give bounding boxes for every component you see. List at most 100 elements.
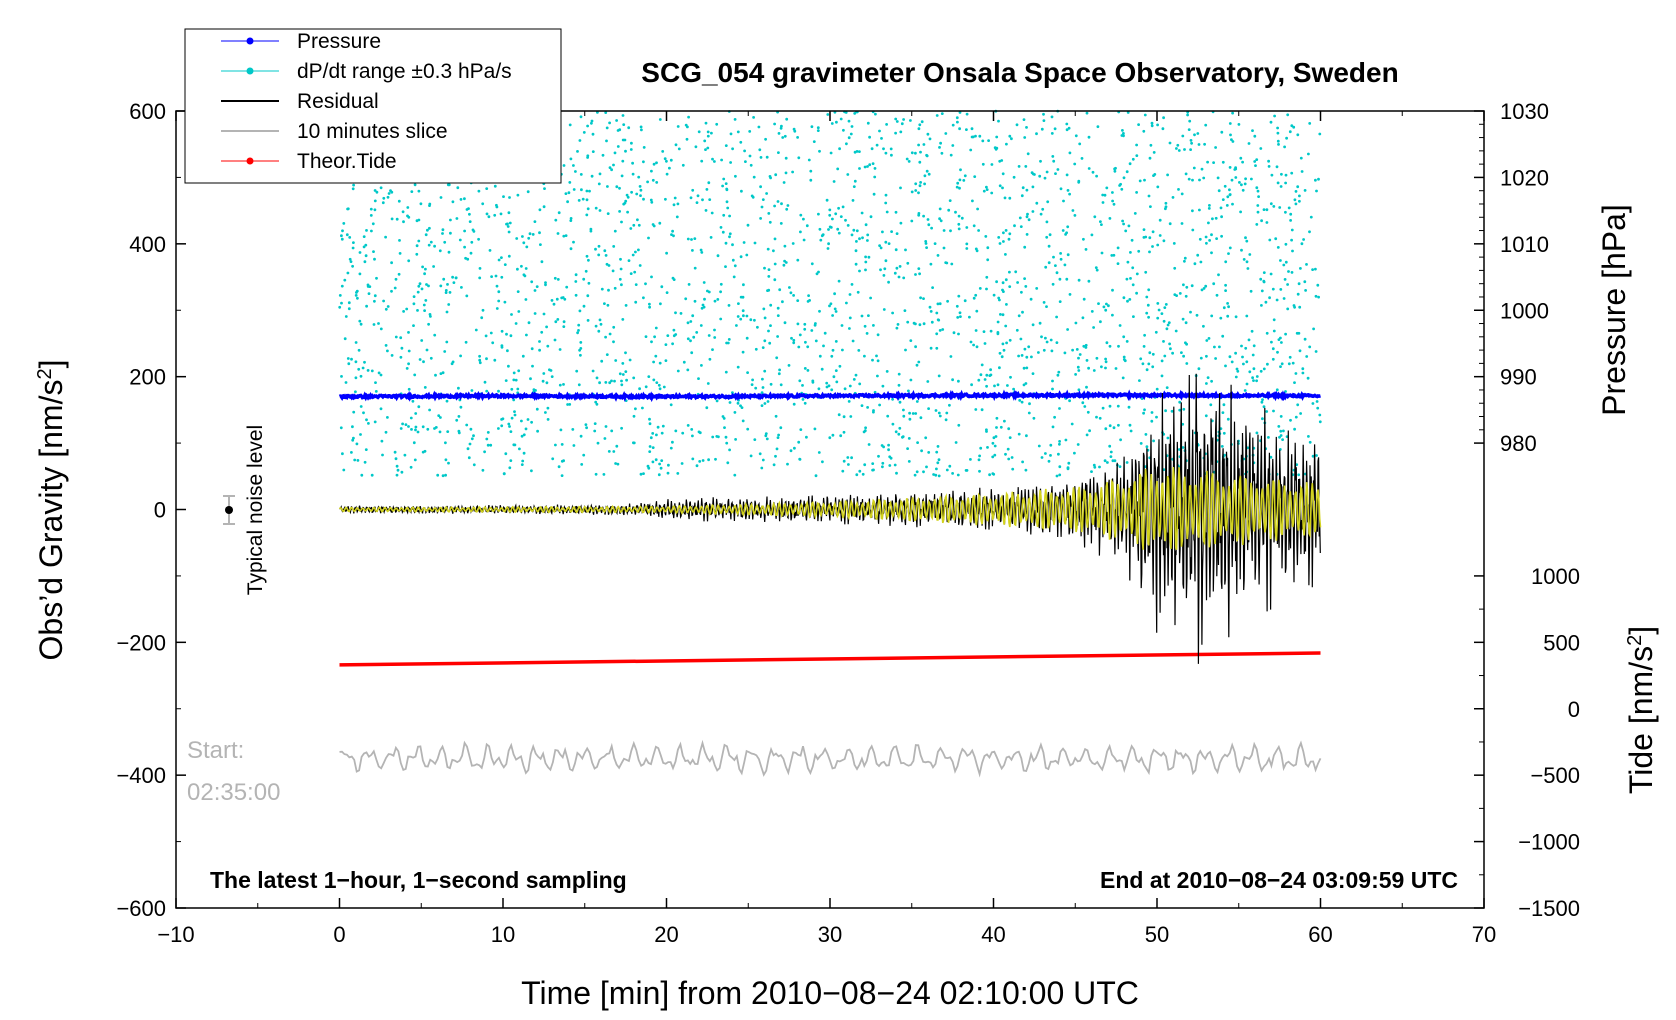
dpdt-point [464, 256, 467, 260]
dpdt-point [835, 380, 839, 384]
dpdt-point [1131, 283, 1135, 287]
dpdt-point [1220, 234, 1223, 238]
dpdt-point [1205, 241, 1208, 245]
dpdt-point [1248, 370, 1252, 374]
dpdt-point [774, 173, 778, 177]
dpdt-point [418, 358, 422, 361]
dpdt-point [1045, 170, 1049, 174]
dpdt-point [708, 357, 712, 361]
dpdt-point [871, 162, 875, 166]
dpdt-point [975, 345, 979, 349]
dpdt-point [828, 208, 832, 212]
dpdt-point [825, 381, 829, 385]
dpdt-point [1276, 126, 1279, 130]
dpdt-point [582, 453, 586, 457]
dpdt-point [1103, 459, 1107, 463]
dpdt-point [655, 433, 658, 437]
dpdt-point [1255, 431, 1259, 435]
dpdt-point [1294, 372, 1298, 375]
dpdt-point [1219, 206, 1223, 210]
dpdt-point [359, 405, 363, 408]
y-axis-label-tide-close: ] [1623, 626, 1659, 635]
dpdt-point [1242, 258, 1246, 261]
dpdt-point [996, 383, 1000, 387]
dpdt-point [1164, 205, 1168, 209]
dpdt-point [585, 426, 588, 430]
dpdt-point [965, 247, 969, 250]
dpdt-point [917, 127, 921, 131]
dpdt-point [1055, 271, 1059, 275]
dpdt-point [449, 218, 452, 222]
dpdt-point [607, 264, 611, 267]
dpdt-point [562, 320, 566, 324]
dpdt-point [1040, 456, 1044, 459]
dpdt-point [424, 267, 427, 271]
dpdt-point [1135, 191, 1138, 194]
dpdt-point [1228, 122, 1232, 125]
dpdt-point [493, 213, 497, 217]
dpdt-point [728, 401, 732, 404]
dpdt-point [927, 223, 931, 227]
pressure-tick-label: 1020 [1500, 165, 1549, 190]
dpdt-point [1113, 169, 1117, 173]
dpdt-point [647, 375, 651, 378]
dpdt-point [1216, 176, 1220, 180]
dpdt-point [950, 262, 954, 266]
dpdt-point [1024, 468, 1028, 472]
dpdt-point [706, 130, 710, 134]
dpdt-point [867, 314, 870, 317]
dpdt-point [1212, 161, 1215, 165]
dpdt-point [693, 237, 697, 241]
dpdt-point [914, 189, 918, 192]
dpdt-point [1318, 420, 1322, 424]
dpdt-point [985, 373, 989, 377]
dpdt-point [910, 151, 914, 155]
dpdt-point [802, 217, 805, 221]
dpdt-point [1160, 374, 1164, 378]
dpdt-point [669, 446, 673, 450]
dpdt-point [351, 246, 355, 250]
dpdt-point [719, 282, 723, 286]
dpdt-point [531, 364, 534, 368]
dpdt-point [1150, 124, 1154, 128]
dpdt-point [942, 246, 946, 250]
dpdt-point [1000, 159, 1004, 162]
dpdt-point [876, 374, 879, 378]
dpdt-point [1184, 294, 1188, 298]
dpdt-point [970, 127, 974, 131]
dpdt-point [556, 318, 560, 321]
dpdt-point [731, 391, 734, 394]
dpdt-point [1025, 233, 1029, 236]
dpdt-point [767, 288, 771, 292]
dpdt-point [612, 340, 615, 344]
dpdt-point [1068, 192, 1071, 196]
dpdt-point [1190, 141, 1193, 145]
dpdt-point [837, 413, 841, 417]
dpdt-point [922, 214, 925, 218]
dpdt-point [742, 314, 745, 318]
dpdt-point [696, 194, 700, 198]
dpdt-point [358, 251, 362, 254]
dpdt-point [897, 383, 901, 387]
dpdt-point [1299, 156, 1303, 160]
dpdt-point [632, 414, 636, 418]
dpdt-point [1017, 165, 1021, 168]
dpdt-point [1288, 355, 1292, 359]
dpdt-point [806, 369, 810, 372]
dpdt-point [1262, 279, 1266, 283]
dpdt-point [458, 238, 462, 242]
dpdt-point [965, 242, 969, 246]
dpdt-point [899, 186, 902, 190]
dpdt-point [439, 196, 443, 199]
dpdt-point [1158, 218, 1162, 222]
dpdt-point [1145, 445, 1149, 449]
dpdt-point [509, 430, 513, 433]
dpdt-point [665, 291, 669, 294]
dpdt-point [1004, 452, 1007, 456]
dpdt-point [379, 327, 383, 331]
dpdt-point [767, 329, 770, 333]
dpdt-point [642, 160, 645, 164]
dpdt-point [842, 430, 846, 434]
dpdt-point [1138, 179, 1142, 183]
dpdt-point [739, 255, 743, 259]
